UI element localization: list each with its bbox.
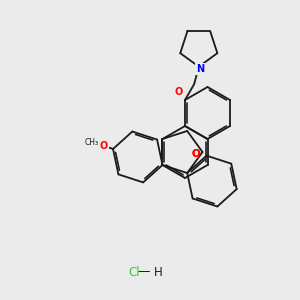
Text: N: N bbox=[196, 64, 204, 74]
Text: Cl: Cl bbox=[128, 266, 140, 278]
Text: H: H bbox=[154, 266, 163, 278]
Text: O: O bbox=[191, 148, 200, 160]
Text: —: — bbox=[138, 266, 150, 278]
Text: O: O bbox=[191, 149, 200, 159]
Text: O: O bbox=[175, 87, 183, 97]
Text: O: O bbox=[99, 141, 108, 151]
Text: CH₃: CH₃ bbox=[85, 138, 99, 147]
Text: O: O bbox=[191, 149, 200, 159]
